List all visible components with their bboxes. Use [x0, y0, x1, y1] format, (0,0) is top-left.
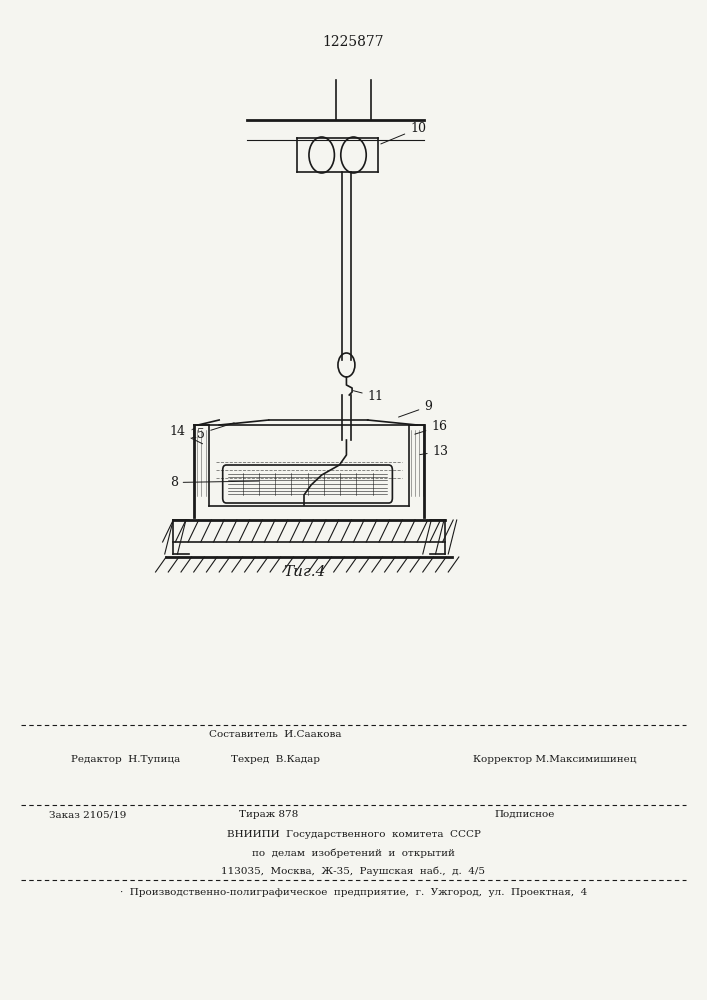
Text: по  делам  изобретений  и  открытий: по делам изобретений и открытий: [252, 848, 455, 857]
Text: 11: 11: [354, 390, 384, 403]
Text: 16: 16: [415, 420, 448, 434]
Text: 10: 10: [381, 122, 426, 144]
Text: 1225877: 1225877: [322, 35, 385, 49]
Text: Техред  В.Кадар: Техред В.Кадар: [231, 755, 320, 764]
Text: Тираж 878: Тираж 878: [239, 810, 298, 819]
Text: Подписное: Подписное: [495, 810, 555, 819]
Text: 13: 13: [420, 445, 449, 458]
Text: 14: 14: [170, 425, 202, 444]
Text: ВНИИПИ  Государственного  комитета  СССР: ВНИИПИ Государственного комитета СССР: [226, 830, 481, 839]
Text: ·  Производственно-полиграфическое  предприятие,  г.  Ужгород,  ул.  Проектная, : · Производственно-полиграфическое предпр…: [120, 888, 587, 897]
Text: Τиг.4: Τиг.4: [283, 565, 325, 579]
Text: 9: 9: [399, 400, 432, 417]
Text: Составитель  И.Саакова: Составитель И.Саакова: [209, 730, 342, 739]
Text: 113035,  Москва,  Ж‑35,  Раушская  наб.,  д.  4/5: 113035, Москва, Ж‑35, Раушская наб., д. …: [221, 866, 486, 876]
Text: Заказ 2105/19: Заказ 2105/19: [49, 810, 127, 819]
Text: Редактор  Н.Тупица: Редактор Н.Тупица: [71, 755, 180, 764]
Text: 15: 15: [189, 423, 234, 441]
Text: Корректор М.Максимишинец: Корректор М.Максимишинец: [473, 755, 636, 764]
Text: 8: 8: [170, 476, 259, 489]
